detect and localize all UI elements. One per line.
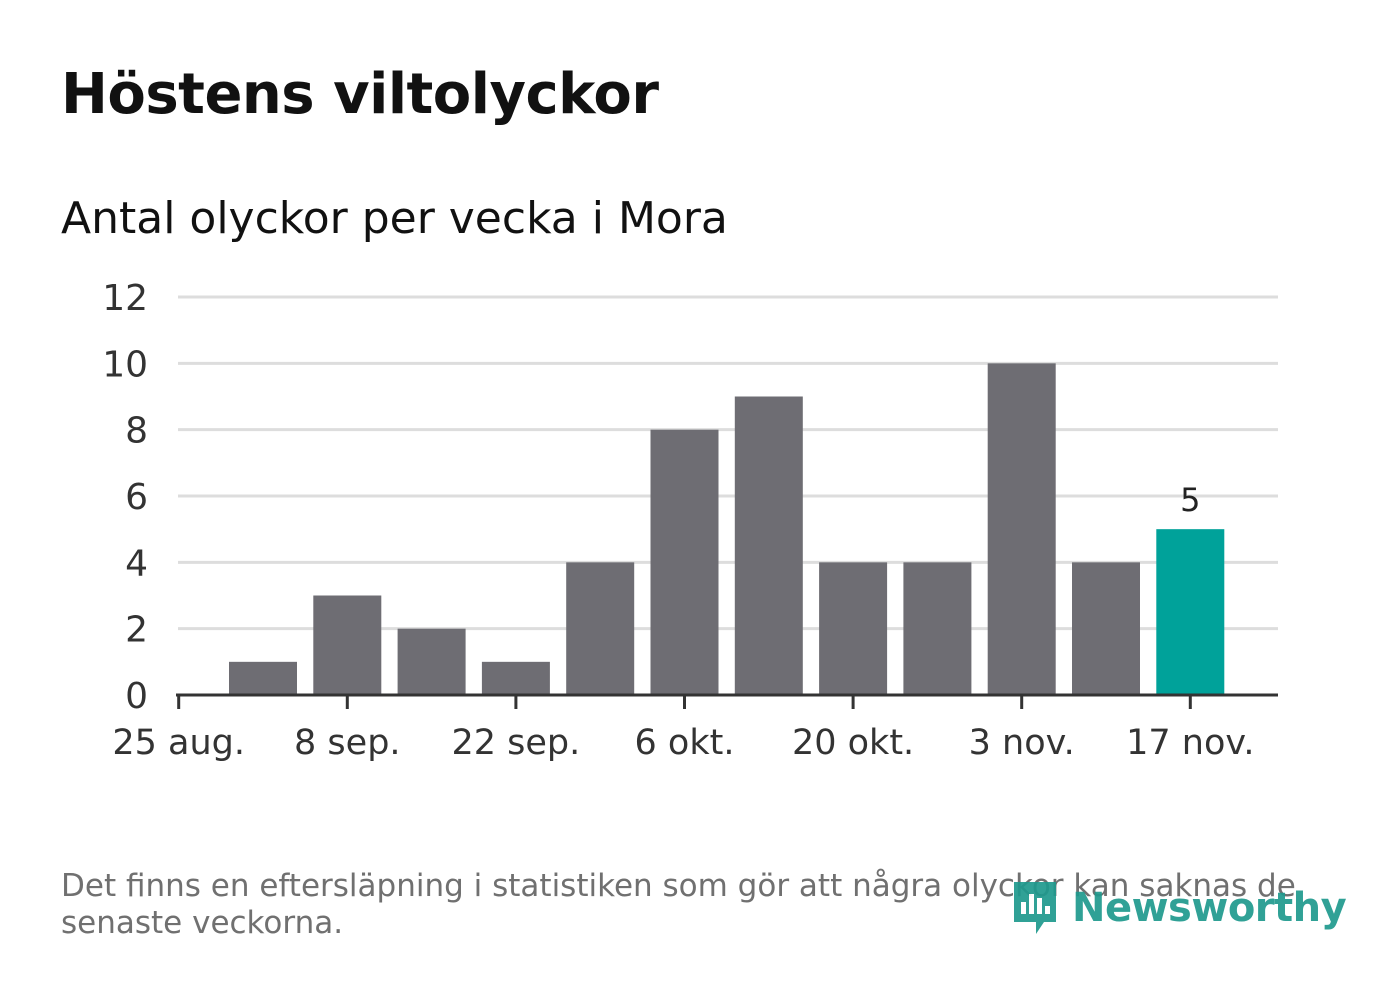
y-tick-label: 10 <box>102 344 148 385</box>
x-tick-label: 25 aug. <box>112 723 245 763</box>
x-tick-label: 17 nov. <box>1126 723 1254 763</box>
bar <box>1156 529 1225 695</box>
bar <box>481 661 550 695</box>
bar <box>903 562 972 695</box>
bar <box>313 595 382 695</box>
y-tick-label: 0 <box>125 676 148 717</box>
bar <box>650 429 719 695</box>
x-tick-label: 3 nov. <box>969 723 1075 763</box>
x-tick-label: 8 sep. <box>294 723 401 763</box>
y-tick-label: 6 <box>125 477 148 518</box>
x-tick-label: 22 sep. <box>452 723 581 763</box>
newsworthy-logo: Newsworthy <box>1010 876 1347 940</box>
bar <box>734 396 803 695</box>
footnote: Det finns en eftersläpning i statistiken… <box>61 868 1296 941</box>
bar <box>397 628 466 695</box>
y-tick-label: 2 <box>125 610 148 651</box>
bar <box>229 661 297 695</box>
y-tick-label: 8 <box>125 411 148 452</box>
bar <box>1072 562 1140 695</box>
chart-title: Höstens viltolyckor <box>61 62 659 127</box>
bar <box>819 562 888 695</box>
bar <box>987 363 1056 695</box>
x-tick-label: 6 okt. <box>635 723 735 763</box>
newsworthy-logo-icon <box>1014 882 1056 934</box>
data-label: 5 <box>1180 481 1200 519</box>
y-tick-label: 4 <box>125 543 148 584</box>
newsworthy-logo-text: Newsworthy <box>1072 885 1347 931</box>
chart-subtitle: Antal olyckor per vecka i Mora <box>61 193 728 244</box>
x-tick-label: 20 okt. <box>792 723 914 763</box>
y-tick-label: 12 <box>102 278 148 319</box>
bar <box>566 562 635 695</box>
